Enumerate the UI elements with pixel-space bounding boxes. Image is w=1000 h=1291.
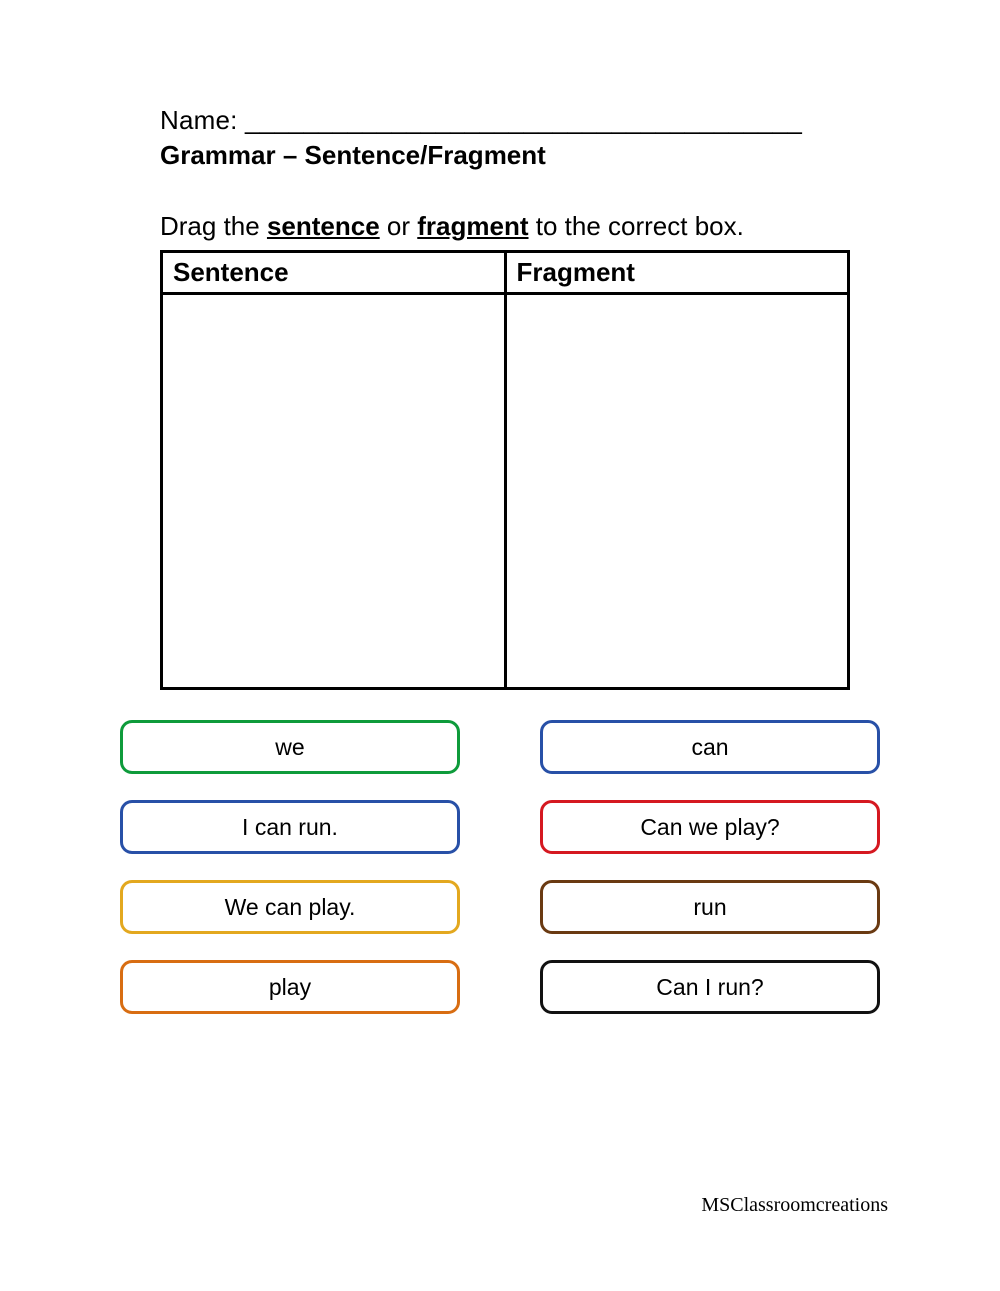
chip-can[interactable]: can xyxy=(540,720,880,774)
instruction-text: Drag the sentence or fragment to the cor… xyxy=(160,209,880,244)
chip-we-can-play[interactable]: We can play. xyxy=(120,880,460,934)
chip-can-we-play[interactable]: Can we play? xyxy=(540,800,880,854)
sort-table: Sentence Fragment xyxy=(160,250,850,690)
chip-we[interactable]: we xyxy=(120,720,460,774)
instruction-keyword-sentence: sentence xyxy=(267,211,380,241)
instruction-keyword-fragment: fragment xyxy=(417,211,528,241)
chip-run[interactable]: run xyxy=(540,880,880,934)
dropzone-fragment[interactable] xyxy=(505,294,849,689)
chip-can-i-run[interactable]: Can I run? xyxy=(540,960,880,1014)
worksheet-title: Grammar – Sentence/Fragment xyxy=(160,140,880,171)
worksheet-page: Name: __________________________________… xyxy=(160,105,880,1014)
name-field-line[interactable]: Name: __________________________________… xyxy=(160,105,880,136)
author-credit: MSClassroomcreations xyxy=(701,1194,888,1217)
instruction-pre: Drag the xyxy=(160,211,267,241)
column-header-sentence: Sentence xyxy=(162,252,506,294)
dropzone-sentence[interactable] xyxy=(162,294,506,689)
instruction-post: to the correct box. xyxy=(529,211,744,241)
chip-i-can-run[interactable]: I can run. xyxy=(120,800,460,854)
chip-bank: we can I can run. Can we play? We can pl… xyxy=(120,720,880,1014)
instruction-mid: or xyxy=(380,211,418,241)
chip-play[interactable]: play xyxy=(120,960,460,1014)
column-header-fragment: Fragment xyxy=(505,252,849,294)
